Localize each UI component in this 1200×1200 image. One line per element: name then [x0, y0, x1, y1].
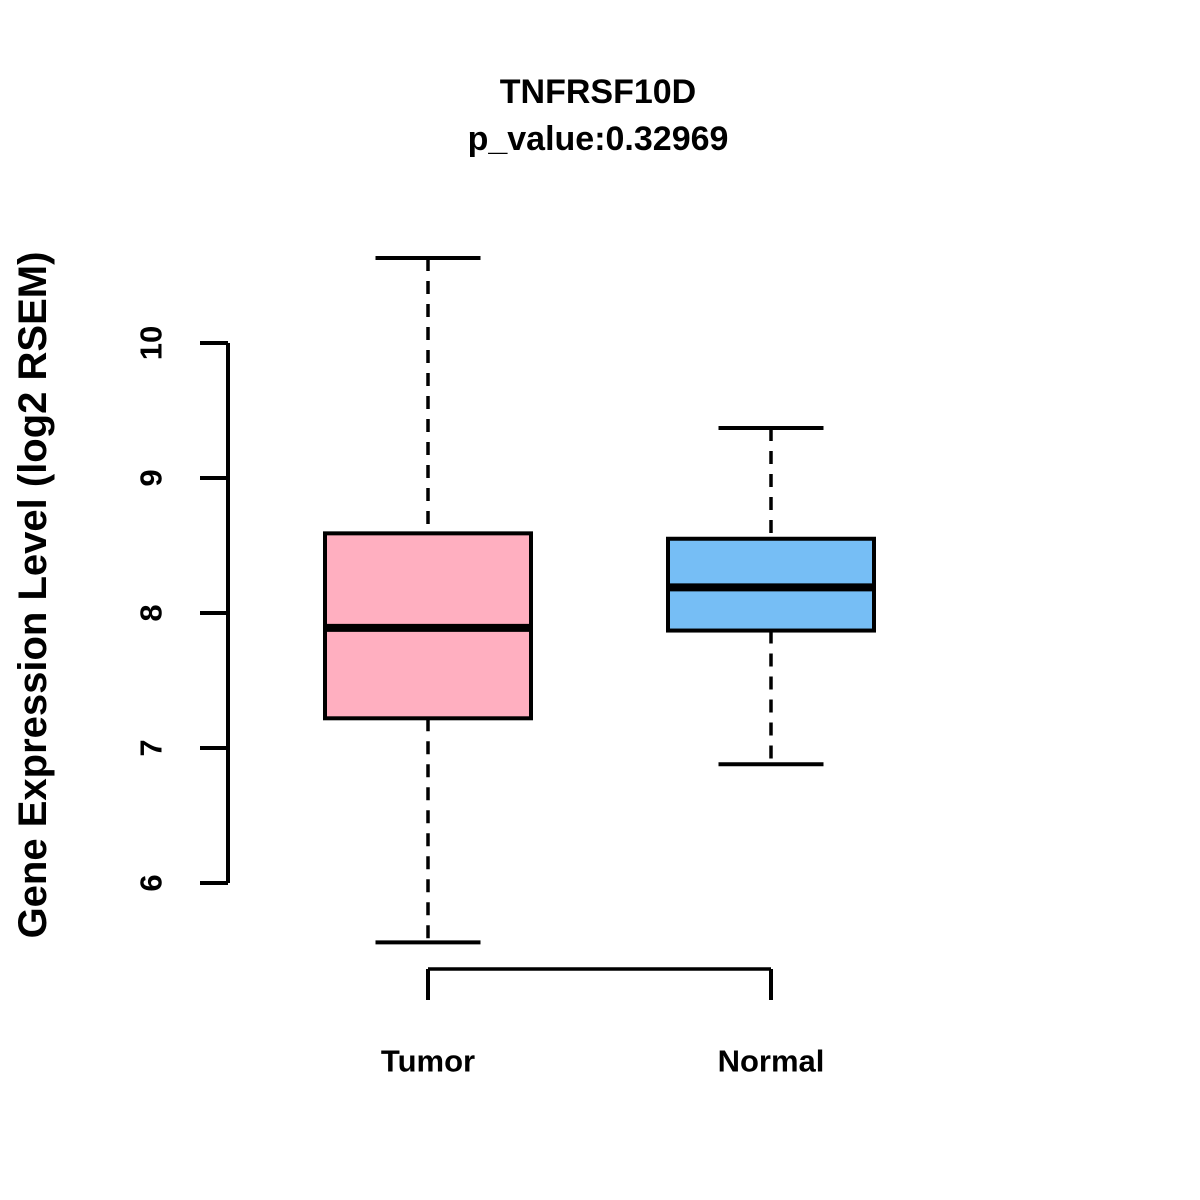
x-category-label-normal: Normal: [717, 1043, 825, 1079]
chart-pvalue-subtitle: p_value:0.32969: [467, 120, 729, 158]
y-tick-label: 8: [133, 604, 169, 622]
x-category-label-tumor: Tumor: [380, 1043, 476, 1079]
y-tick-label: 6: [133, 874, 169, 892]
chart-title: TNFRSF10D: [499, 73, 697, 111]
y-tick-label: 7: [133, 739, 169, 757]
y-tick-label: 10: [133, 325, 169, 361]
y-axis-label: Gene Expression Level (log2 RSEM): [11, 251, 55, 939]
y-tick-label: 9: [133, 469, 169, 487]
